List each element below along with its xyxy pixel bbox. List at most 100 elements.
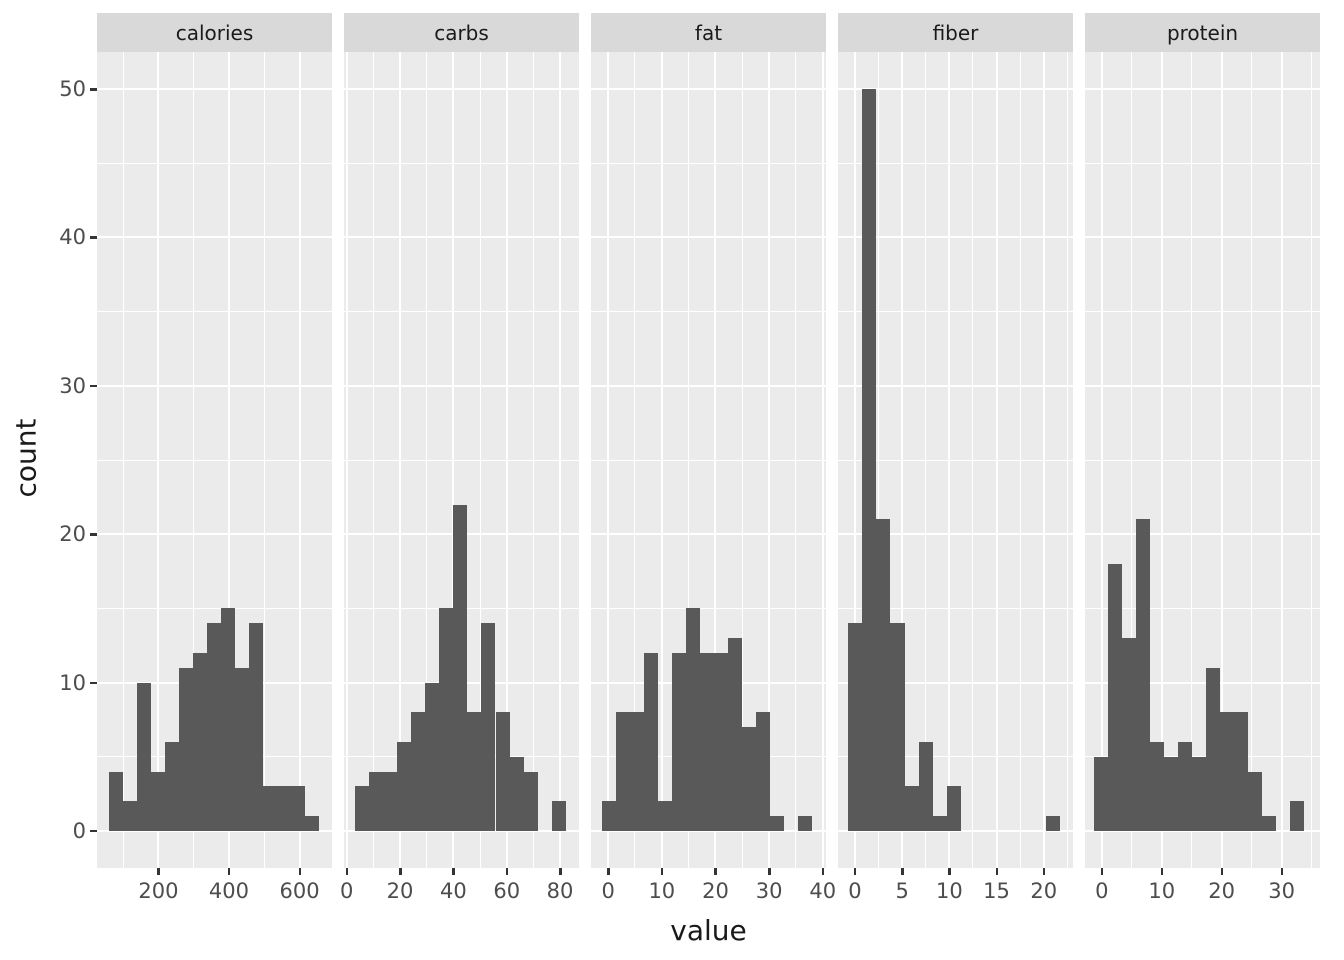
x-axis-tick-label: 0 bbox=[1095, 879, 1109, 903]
x-axis-tick-mark bbox=[607, 868, 610, 875]
gridline-h-major bbox=[838, 384, 1073, 387]
histogram-bar bbox=[862, 89, 877, 831]
gridline-v-major bbox=[399, 52, 402, 868]
gridline-v-major bbox=[559, 52, 562, 868]
histogram-bar bbox=[1220, 712, 1234, 831]
histogram-bar bbox=[368, 771, 384, 831]
facet-strip-label: fat bbox=[694, 20, 723, 45]
facet-panel-fiber bbox=[838, 52, 1073, 868]
y-axis-tick-mark bbox=[90, 384, 97, 388]
facet-strip-protein: protein bbox=[1085, 13, 1320, 52]
histogram-bar bbox=[467, 712, 482, 831]
histogram-bar bbox=[136, 682, 151, 831]
gridline-h-minor bbox=[1085, 162, 1320, 164]
gridline-v-minor bbox=[1251, 52, 1253, 868]
gridline-v-minor bbox=[634, 52, 636, 868]
y-axis-tick-label: 40 bbox=[59, 225, 86, 250]
x-axis-tick-mark bbox=[345, 868, 349, 875]
x-axis-tick-label: 10 bbox=[1148, 879, 1176, 903]
histogram-bar bbox=[439, 608, 454, 831]
histogram-bar bbox=[769, 816, 784, 831]
x-axis-tick-label: 0 bbox=[601, 879, 615, 903]
x-axis-tick-label: 5 bbox=[895, 879, 909, 903]
gridline-h-major bbox=[97, 829, 332, 832]
histogram-bar bbox=[248, 623, 263, 831]
y-axis-tick-label: 0 bbox=[72, 818, 86, 843]
x-axis-tick-mark bbox=[1220, 868, 1224, 875]
histogram-bar bbox=[741, 727, 756, 831]
histogram-bar bbox=[453, 504, 468, 831]
histogram-bar bbox=[601, 801, 616, 831]
histogram-bar bbox=[1178, 741, 1193, 831]
gridline-v-minor bbox=[1066, 52, 1068, 868]
x-axis-tick-mark bbox=[399, 868, 402, 875]
gridline-h-major bbox=[591, 88, 826, 91]
gridline-v-major bbox=[660, 52, 663, 868]
x-axis-tick-label: 400 bbox=[208, 879, 249, 903]
gridline-h-major bbox=[1085, 236, 1320, 239]
gridline-v-major bbox=[1220, 52, 1223, 868]
histogram-bar bbox=[354, 786, 369, 831]
gridline-h-major bbox=[591, 533, 826, 536]
y-axis-tick-mark bbox=[90, 681, 97, 685]
histogram-bar bbox=[523, 771, 538, 831]
x-axis-tick-label: 10 bbox=[935, 879, 963, 903]
x-axis-tick-label: 10 bbox=[648, 879, 676, 903]
histogram-bar bbox=[657, 801, 672, 831]
x-axis-tick-label: 15 bbox=[983, 879, 1010, 903]
histogram-bar bbox=[1206, 667, 1220, 831]
x-axis-tick-label: 600 bbox=[279, 879, 320, 903]
gridline-h-major bbox=[591, 384, 826, 387]
x-axis-title: value bbox=[670, 914, 747, 947]
histogram-bar bbox=[685, 608, 700, 831]
gridline-v-minor bbox=[925, 52, 927, 868]
x-axis-tick-mark bbox=[1280, 868, 1284, 875]
facet-strip-fat: fat bbox=[591, 13, 826, 52]
gridline-v-major bbox=[1100, 52, 1103, 868]
histogram-bar bbox=[890, 623, 905, 831]
histogram-bar bbox=[1261, 816, 1276, 831]
gridline-v-minor bbox=[122, 52, 124, 868]
gridline-h-major bbox=[344, 236, 579, 239]
gridline-h-major bbox=[1085, 88, 1320, 91]
histogram-bar bbox=[304, 816, 319, 831]
histogram-bar bbox=[847, 623, 863, 831]
gridline-h-minor bbox=[344, 459, 579, 461]
x-axis-tick-mark bbox=[853, 868, 857, 875]
x-axis-tick-label: 40 bbox=[439, 879, 467, 903]
facet-panel-protein bbox=[1085, 52, 1320, 868]
x-axis-tick-mark bbox=[714, 868, 717, 875]
gridline-h-minor bbox=[97, 607, 332, 609]
gridline-h-minor bbox=[591, 459, 826, 461]
gridline-v-major bbox=[157, 52, 160, 868]
histogram-bar bbox=[397, 741, 412, 831]
facet-panel-calories bbox=[97, 52, 332, 868]
gridline-v-major bbox=[227, 52, 230, 868]
gridline-v-minor bbox=[688, 52, 690, 868]
gridline-v-minor bbox=[1311, 52, 1313, 868]
gridline-v-minor bbox=[372, 52, 374, 868]
histogram-bar bbox=[1233, 712, 1248, 831]
y-axis-tick-label: 50 bbox=[59, 77, 86, 102]
gridline-v-minor bbox=[795, 52, 797, 868]
histogram-bar bbox=[234, 667, 249, 831]
gridline-h-major bbox=[1085, 681, 1320, 684]
x-axis-tick-label: 80 bbox=[546, 879, 574, 903]
gridline-v-major bbox=[298, 52, 301, 868]
y-axis-tick-mark bbox=[90, 829, 97, 833]
gridline-v-minor bbox=[479, 52, 481, 868]
gridline-v-major bbox=[452, 52, 455, 868]
gridline-v-major bbox=[1042, 52, 1045, 868]
facet-strip-calories: calories bbox=[97, 13, 332, 52]
x-axis-tick-mark bbox=[948, 868, 951, 875]
gridline-v-minor bbox=[532, 52, 534, 868]
gridline-v-major bbox=[853, 52, 856, 868]
x-axis-tick-label: 40 bbox=[809, 879, 837, 903]
histogram-bar bbox=[383, 771, 398, 831]
gridline-h-minor bbox=[838, 756, 1073, 758]
facet-strip-label: calories bbox=[175, 20, 254, 45]
gridline-h-minor bbox=[591, 311, 826, 313]
histogram-bar bbox=[425, 682, 440, 831]
x-axis-tick-mark bbox=[821, 868, 825, 875]
